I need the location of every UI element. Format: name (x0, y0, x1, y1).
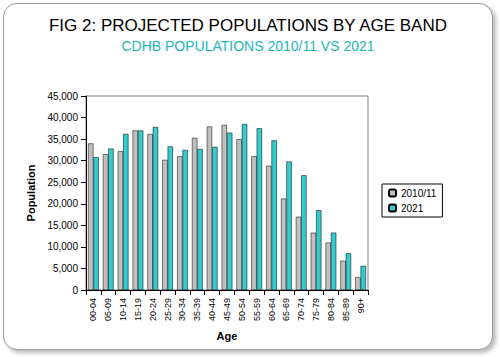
svg-text:00-04: 00-04 (88, 298, 98, 321)
svg-text:FIG 2: PROJECTED POPULATIONS B: FIG 2: PROJECTED POPULATIONS BY AGE BAND (49, 16, 447, 35)
svg-text:40,000: 40,000 (47, 112, 78, 123)
svg-text:50-54: 50-54 (237, 298, 247, 321)
svg-text:0: 0 (72, 285, 78, 296)
svg-text:90+: 90+ (356, 298, 366, 313)
svg-text:40-44: 40-44 (207, 298, 217, 321)
svg-text:30,000: 30,000 (47, 155, 78, 166)
svg-text:10,000: 10,000 (47, 241, 78, 252)
svg-text:2021: 2021 (401, 203, 424, 214)
svg-text:30-34: 30-34 (177, 298, 187, 321)
svg-text:35,000: 35,000 (47, 134, 78, 145)
svg-text:15,000: 15,000 (47, 220, 78, 231)
svg-text:10-14: 10-14 (118, 298, 128, 321)
svg-text:25,000: 25,000 (47, 177, 78, 188)
svg-text:20-24: 20-24 (148, 298, 158, 321)
svg-text:5,000: 5,000 (53, 263, 78, 274)
svg-text:25-29: 25-29 (163, 298, 173, 321)
svg-text:05-09: 05-09 (103, 298, 113, 321)
svg-text:20,000: 20,000 (47, 198, 78, 209)
svg-text:35-39: 35-39 (192, 298, 202, 321)
svg-text:45-49: 45-49 (222, 298, 232, 321)
svg-text:2010/11: 2010/11 (401, 188, 437, 199)
svg-text:85-89: 85-89 (341, 298, 351, 321)
svg-text:15-19: 15-19 (133, 298, 143, 321)
svg-text:55-59: 55-59 (252, 298, 262, 321)
svg-text:80-84: 80-84 (326, 298, 336, 321)
svg-text:70-74: 70-74 (296, 298, 306, 321)
svg-text:Population: Population (25, 164, 37, 221)
svg-text:65-69: 65-69 (281, 298, 291, 321)
svg-text:CDHB POPULATIONS 2010/11 VS 20: CDHB POPULATIONS 2010/11 VS 2021 (121, 38, 374, 54)
svg-text:60-64: 60-64 (267, 298, 277, 321)
svg-text:Age: Age (217, 330, 238, 342)
svg-text:45,000: 45,000 (47, 91, 78, 102)
svg-text:75-79: 75-79 (311, 298, 321, 321)
